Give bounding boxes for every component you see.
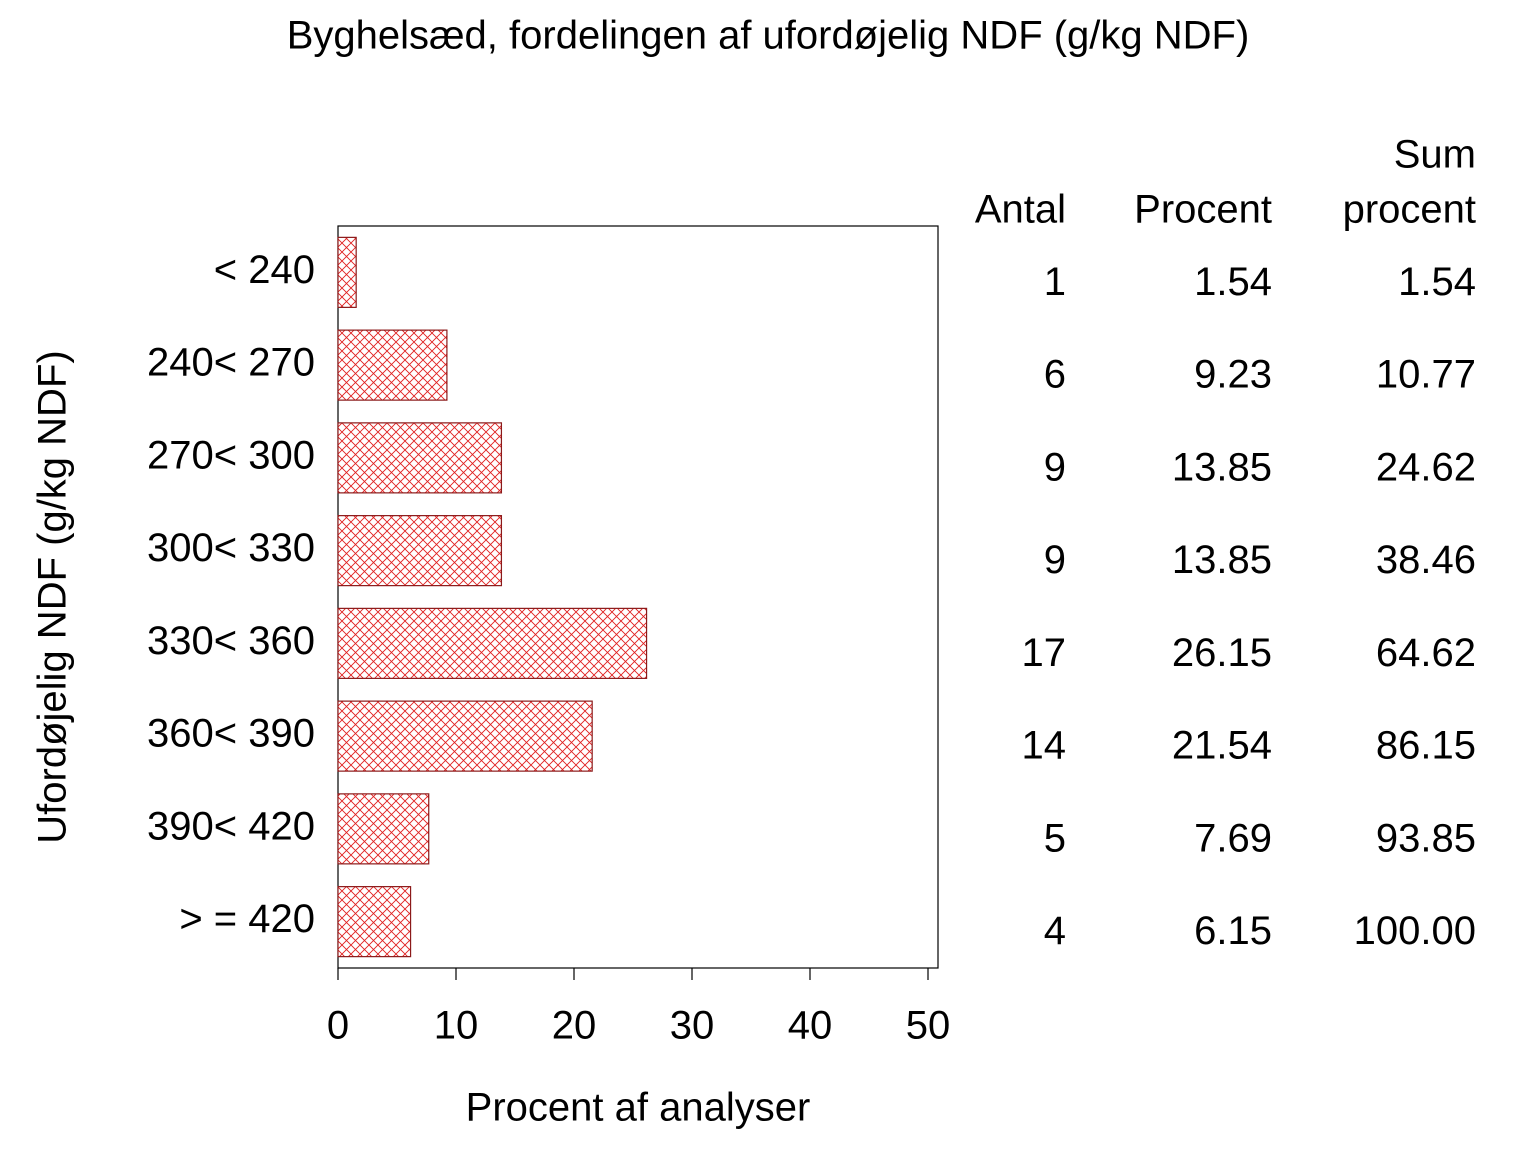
table-cumulative: 24.62 (1376, 445, 1476, 489)
y-tick-label: 360< 390 (147, 712, 315, 756)
y-tick-label: 270< 300 (147, 433, 315, 477)
y-tick-label: 300< 330 (147, 526, 315, 570)
x-tick-label: 0 (327, 1004, 349, 1048)
y-tick-label: 390< 420 (147, 804, 315, 848)
y-tick-label: < 240 (214, 248, 315, 292)
bar (337, 793, 430, 865)
bar (337, 700, 593, 772)
bar (337, 607, 648, 679)
y-tick-label: 330< 360 (147, 619, 315, 663)
table-percent: 26.15 (1172, 631, 1272, 675)
table-percent: 13.85 (1172, 445, 1272, 489)
table-count: 1 (1044, 260, 1066, 304)
table-count: 6 (1044, 353, 1066, 397)
table-cumulative: 38.46 (1376, 538, 1476, 582)
table-percent: 1.54 (1194, 260, 1272, 304)
table-count: 9 (1044, 445, 1066, 489)
table-header: procent (1343, 188, 1476, 232)
y-tick-label: 240< 270 (147, 341, 315, 385)
table-cumulative: 1.54 (1398, 260, 1476, 304)
x-axis-title: Procent af analyser (466, 1086, 811, 1130)
table-header: Procent (1134, 188, 1272, 232)
x-tick-label: 50 (906, 1004, 951, 1048)
bar (337, 886, 412, 958)
table-cumulative: 100.00 (1354, 909, 1476, 953)
bar (337, 236, 357, 308)
table-cumulative: 64.62 (1376, 631, 1476, 675)
x-tick-label: 30 (670, 1004, 715, 1048)
table-count: 9 (1044, 538, 1066, 582)
table-count: 17 (1022, 631, 1067, 675)
x-tick-label: 10 (434, 1004, 479, 1048)
table-header: Sum (1394, 133, 1476, 177)
bar (337, 422, 503, 494)
chart-title: Byghelsæd, fordelingen af ufordøjelig ND… (287, 14, 1250, 58)
table-percent: 13.85 (1172, 538, 1272, 582)
y-tick-label: > = 420 (179, 897, 315, 941)
x-tick-label: 40 (788, 1004, 833, 1048)
table-percent: 21.54 (1172, 724, 1272, 768)
table-percent: 9.23 (1194, 353, 1272, 397)
table-percent: 7.69 (1194, 816, 1272, 860)
table-count: 14 (1022, 724, 1067, 768)
bar (337, 515, 503, 587)
table-cumulative: 10.77 (1376, 353, 1476, 397)
table-cumulative: 86.15 (1376, 724, 1476, 768)
table-percent: 6.15 (1194, 909, 1272, 953)
table-header: Antal (975, 188, 1066, 232)
y-axis-title: Ufordøjelig NDF (g/kg NDF) (31, 350, 75, 843)
table-count: 4 (1044, 909, 1066, 953)
bar (337, 329, 448, 401)
plot-frame (337, 225, 939, 969)
table-cumulative: 93.85 (1376, 816, 1476, 860)
x-tick-label: 20 (552, 1004, 597, 1048)
table-count: 5 (1044, 816, 1066, 860)
